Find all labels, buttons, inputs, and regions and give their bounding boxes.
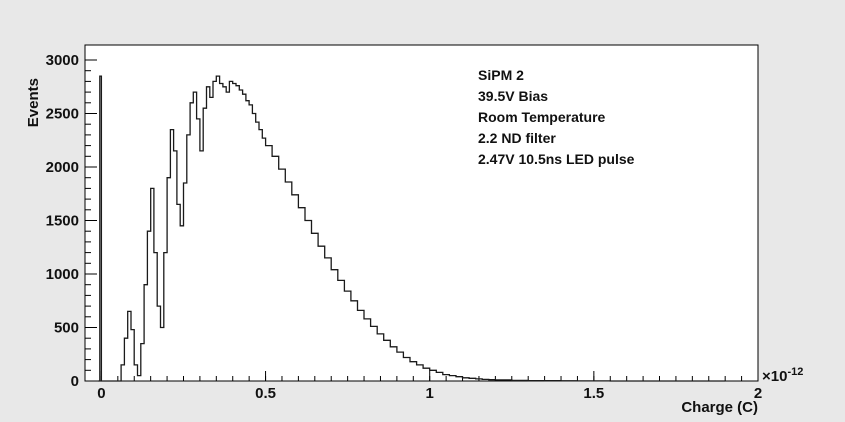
y-tick-label: 500 bbox=[54, 320, 79, 337]
plot-frame bbox=[84, 44, 759, 382]
annotation-line: 2.2 ND filter bbox=[478, 130, 556, 146]
x-axis-title: Charge (C) bbox=[681, 399, 758, 416]
y-tick-label: 2000 bbox=[46, 159, 79, 176]
x-tick-label: 0 bbox=[97, 385, 105, 402]
histogram-series bbox=[98, 75, 726, 382]
annotation-line: 39.5V Bias bbox=[478, 88, 548, 104]
x-exponent-base: ×10 bbox=[762, 368, 787, 385]
x-tick-label: 1.5 bbox=[583, 385, 604, 402]
y-tick-label: 1000 bbox=[46, 266, 79, 283]
y-tick-label: 0 bbox=[71, 373, 79, 390]
x-tick-label: 2 bbox=[754, 385, 762, 402]
x-tick-label: 0.5 bbox=[255, 385, 276, 402]
annotation-block: SiPM 2 39.5V Bias Room Temperature 2.2 ND f… bbox=[478, 67, 635, 167]
annotation-device-label: SiPM 2 bbox=[478, 67, 524, 83]
x-exponent-power: -12 bbox=[787, 366, 803, 378]
annotation-line: Room Temperature bbox=[478, 109, 606, 125]
y-axis-title: Events bbox=[25, 78, 42, 127]
y-tick-label: 1500 bbox=[46, 213, 79, 230]
x-tick-label: 1 bbox=[426, 385, 434, 402]
y-tick-label: 2500 bbox=[46, 106, 79, 123]
y-tick-label: 3000 bbox=[46, 52, 79, 69]
x-exponent-label: ×10-12 bbox=[762, 366, 803, 385]
annotation-line: 2.47V 10.5ns LED pulse bbox=[478, 151, 635, 167]
